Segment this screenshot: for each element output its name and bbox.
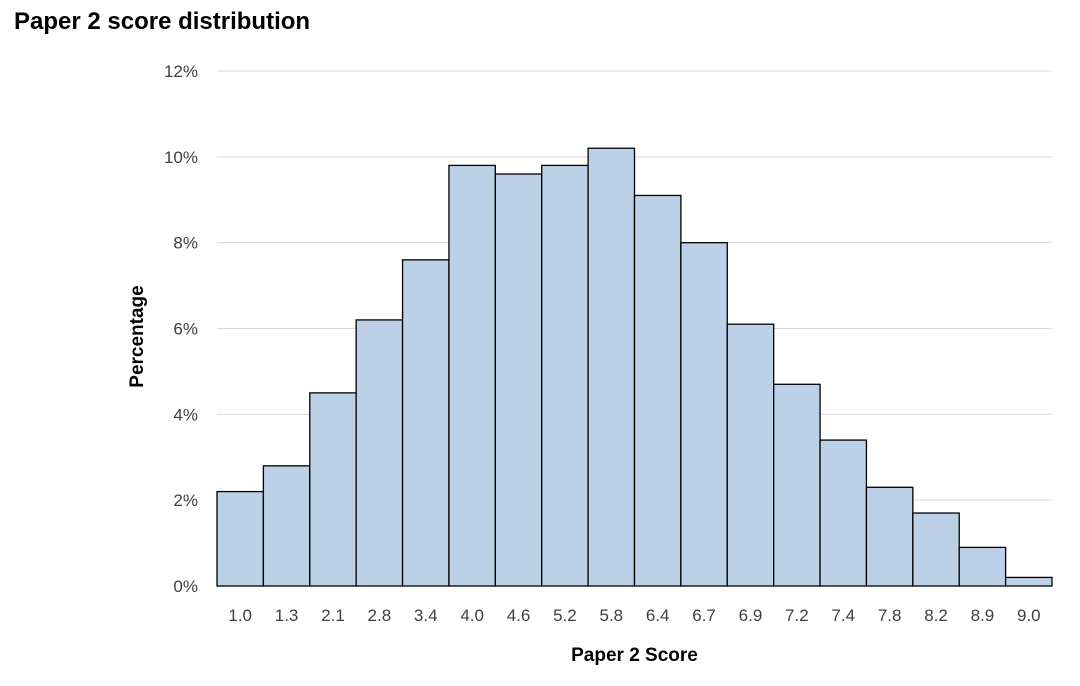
y-tick-label: 6% [173, 320, 198, 339]
x-tick-label: 4.6 [507, 606, 531, 625]
y-tick-label: 2% [173, 491, 198, 510]
bar [819, 439, 868, 587]
bar [726, 323, 775, 587]
x-tick-label: 5.8 [599, 606, 623, 625]
bar [1004, 576, 1053, 587]
x-tick-label: 2.8 [368, 606, 392, 625]
x-tick-label: 7.8 [878, 606, 902, 625]
x-tick-label: 5.2 [553, 606, 577, 625]
x-tick-label: 6.7 [692, 606, 716, 625]
x-tick-label: 6.4 [646, 606, 670, 625]
x-tick-label: 1.3 [275, 606, 299, 625]
x-tick-label: 7.4 [831, 606, 855, 625]
bar [912, 512, 960, 587]
y-tick-label: 10% [164, 148, 198, 167]
y-tick-labels: 0% 2% 4% 6% 8% 10% 12% [164, 62, 198, 596]
bar [355, 319, 404, 587]
x-tick-label: 9.0 [1017, 606, 1041, 625]
bar [448, 164, 496, 587]
y-tick-label: 8% [173, 234, 198, 253]
x-tick-label: 3.4 [414, 606, 438, 625]
x-tick-label: 8.9 [971, 606, 995, 625]
y-tick-label: 12% [164, 62, 198, 81]
bar [216, 490, 265, 587]
bar [541, 164, 589, 587]
x-tick-labels: 1.0 1.3 2.1 2.8 3.4 4.0 4.6 5.2 5.8 6.4 6.7 6.9 7.2 7… [228, 606, 1040, 625]
bar [309, 392, 357, 587]
chart-title: Paper 2 score distribution [14, 8, 311, 35]
bar [958, 546, 1007, 587]
bar [494, 173, 543, 587]
bar [773, 383, 821, 587]
x-tick-label: 4.0 [460, 606, 484, 625]
y-tick-label: 0% [173, 577, 198, 596]
bar [865, 486, 914, 587]
y-tick-label: 4% [173, 405, 198, 424]
x-tick-label: 7.2 [785, 606, 809, 625]
bar [680, 242, 728, 587]
y-axis-title: Percentage [127, 285, 148, 387]
x-tick-label: 6.9 [739, 606, 763, 625]
bar [401, 259, 450, 587]
bar [587, 147, 636, 587]
x-tick-label: 8.2 [924, 606, 948, 625]
bar [262, 465, 311, 587]
bars [216, 147, 1053, 587]
x-tick-label: 1.0 [228, 606, 252, 625]
x-axis-title: Paper 2 Score [571, 645, 698, 666]
x-tick-label: 2.1 [321, 606, 345, 625]
bar [633, 194, 682, 587]
